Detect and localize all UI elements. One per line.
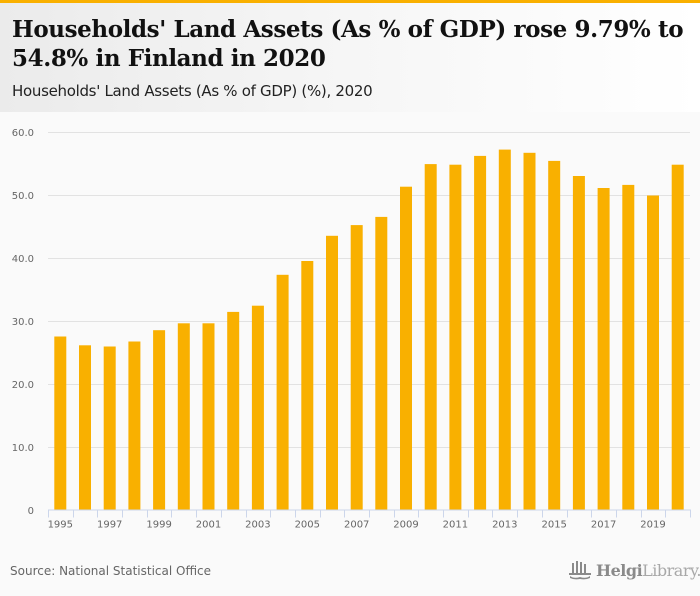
logo-text: HelgiLibrary. <box>596 561 700 580</box>
bar-2010[interactable] <box>424 164 437 510</box>
gridlines <box>48 132 690 448</box>
bar-2002[interactable] <box>227 311 240 510</box>
x-tick-label: 1999 <box>146 520 171 531</box>
x-tick-label: 2013 <box>492 520 517 531</box>
helgilibrary-logo[interactable]: HelgiLibrary. <box>568 560 700 580</box>
y-tick-label: 10.0 <box>12 443 34 454</box>
library-building-icon <box>569 561 591 580</box>
x-tick-label: 2005 <box>295 520 320 531</box>
y-tick-label: 60.0 <box>12 128 34 139</box>
top-accent-border <box>0 0 700 3</box>
bar-2016[interactable] <box>572 176 585 510</box>
bar-2014[interactable] <box>523 152 536 510</box>
bar-2008[interactable] <box>375 216 388 510</box>
bar-chart: 0 10.0 20.0 30.0 40.0 50.0 60.0 1995 1997 1999 20… <box>12 128 691 531</box>
bar-2003[interactable] <box>251 305 264 510</box>
x-tick-label: 2009 <box>393 520 418 531</box>
bar-1997[interactable] <box>103 346 116 510</box>
y-tick-label: 40.0 <box>12 254 34 265</box>
x-tick-label: 2017 <box>591 520 616 531</box>
bar-2011[interactable] <box>449 164 462 510</box>
y-tick-label: 0 <box>28 506 34 517</box>
bar-2004[interactable] <box>276 274 289 510</box>
bar-2009[interactable] <box>400 186 412 510</box>
bar-2005[interactable] <box>301 261 314 510</box>
x-axis: 1995 1997 1999 2001 2003 2005 2007 2009 2011 2013… <box>48 509 691 531</box>
bars <box>54 149 684 510</box>
y-tick-label: 30.0 <box>12 317 34 328</box>
x-tick-label: 2001 <box>196 520 221 531</box>
bar-2015[interactable] <box>548 160 561 510</box>
bar-1999[interactable] <box>153 330 166 510</box>
y-tick-label: 20.0 <box>12 380 34 391</box>
bar-1995[interactable] <box>54 336 67 510</box>
chart-subtitle: Households' Land Assets (As % of GDP) (%… <box>12 82 373 100</box>
x-tick-label: 1995 <box>48 520 73 531</box>
y-tick-label: 50.0 <box>12 191 34 202</box>
chart-title: Households' Land Assets (As % of GDP) ro… <box>12 16 684 72</box>
x-tick-label: 2019 <box>640 520 665 531</box>
bar-2019[interactable] <box>647 195 659 510</box>
logo-text-light: Library. <box>642 561 700 580</box>
x-tick-label: 2007 <box>344 520 369 531</box>
bar-2020[interactable] <box>671 164 684 510</box>
bar-2007[interactable] <box>350 225 363 510</box>
bar-2001[interactable] <box>202 323 215 510</box>
x-tick-label: 1997 <box>97 520 122 531</box>
bar-2018[interactable] <box>622 184 635 510</box>
bar-1996[interactable] <box>79 345 91 510</box>
x-tick-label: 2003 <box>245 520 270 531</box>
bar-1998[interactable] <box>128 341 141 510</box>
bar-2006[interactable] <box>326 235 338 510</box>
bar-2000[interactable] <box>177 323 190 510</box>
x-tick-label: 2011 <box>443 520 468 531</box>
x-tick-label: 2015 <box>541 520 566 531</box>
y-axis-labels: 0 10.0 20.0 30.0 40.0 50.0 60.0 <box>12 128 34 517</box>
bar-2012[interactable] <box>474 155 487 510</box>
chart-header: Households' Land Assets (As % of GDP) ro… <box>0 3 700 112</box>
source-note: Source: National Statistical Office <box>10 564 212 578</box>
bar-2017[interactable] <box>597 188 610 510</box>
logo-text-bold: Helgi <box>596 561 643 580</box>
bar-2013[interactable] <box>498 149 511 510</box>
